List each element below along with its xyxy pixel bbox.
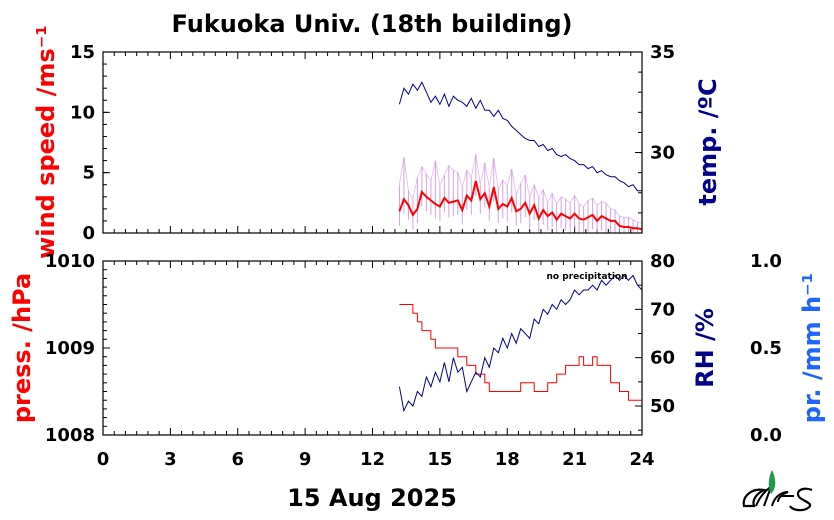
chart-title: Fukuoka Univ. (18th building) (172, 10, 573, 38)
bottom-panel-frame (102, 260, 643, 436)
y-left-label-wind: wind speed /ms⁻¹ (32, 25, 60, 259)
series-line-temperature (398, 81, 642, 192)
x-tick-label: 24 (629, 449, 654, 470)
no-precipitation-note: no precipitation (546, 272, 627, 282)
y-right-tick-label: 30 (650, 143, 675, 164)
top-left-tick-labels: 0 5 10 15 (70, 42, 95, 244)
y-right-tick-label: 70 (650, 299, 675, 320)
date-label: 15 Aug 2025 (287, 484, 457, 512)
y-precip-tick-label: 0.0 (750, 425, 782, 446)
bottom-ticks (102, 260, 643, 436)
y-right-label-rh: RH /% (691, 308, 719, 388)
y-right-tick-label: 80 (650, 251, 675, 272)
x-tick-label: 6 (231, 449, 244, 470)
y-precip-tick-label: 1.0 (750, 251, 782, 272)
y-left-tick-label: 1008 (45, 425, 95, 446)
x-tick-label: 12 (360, 449, 385, 470)
y-left-tick-label: 1009 (45, 338, 95, 359)
y-left-tick-label: 15 (70, 42, 95, 63)
y-left-tick-label: 5 (82, 163, 95, 184)
x-tick-label: 21 (562, 449, 587, 470)
series-line-relative-humidity (398, 274, 643, 413)
y-left-tick-label: 1010 (45, 251, 95, 272)
y-left-tick-label: 0 (82, 223, 95, 244)
y-right-tick-label: 60 (650, 348, 675, 369)
y-right-tick-label: 50 (650, 396, 675, 417)
x-tick-label: 15 (427, 449, 452, 470)
institution-logo (742, 470, 813, 512)
series-line-pressure (399, 304, 642, 401)
x-tick-labels: 0 3 6 9 12 15 18 21 24 (97, 449, 655, 470)
y-right-label-temp: temp. /ºC (694, 78, 722, 205)
panel-top: 0 5 10 15 30 35 wind speed /ms⁻¹ temp. /ºC (32, 25, 722, 259)
bottom-series-group (398, 274, 643, 413)
series-line-wind-speed (398, 180, 643, 231)
y-right2-label-precip: pr. /mm h⁻¹ (798, 273, 826, 423)
x-tick-label: 0 (97, 449, 110, 470)
top-right-tick-labels: 30 35 (650, 42, 675, 164)
y-precip-tick-label: 0.5 (750, 338, 782, 359)
series-line-wind-gust (399, 154, 643, 224)
top-series-group (398, 81, 643, 233)
bottom-precip-tick-labels: 0.0 0.5 1.0 (750, 251, 782, 446)
x-tick-label: 9 (299, 449, 312, 470)
panel-bottom: no precipitation 1008 1009 1010 50 60 70 80 0… (8, 251, 826, 446)
bottom-right-tick-labels: 50 60 70 80 (650, 251, 675, 417)
bottom-left-tick-labels: 1008 1009 1010 (45, 251, 95, 446)
x-tick-label: 18 (495, 449, 520, 470)
x-tick-label: 3 (164, 449, 177, 470)
top-ticks (102, 51, 643, 234)
y-left-tick-label: 10 (70, 102, 95, 123)
top-panel-frame (102, 51, 643, 234)
y-left-label-pressure: press. /hPa (8, 273, 36, 423)
y-right-tick-label: 35 (650, 42, 675, 63)
